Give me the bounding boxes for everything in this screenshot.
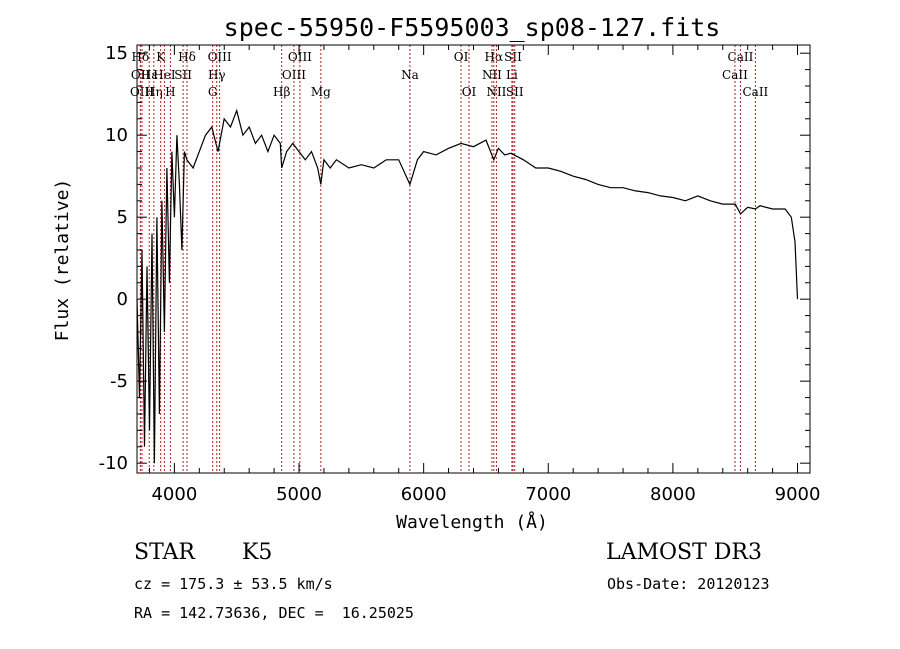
line-label-5: K <box>156 50 166 64</box>
y-tick-label-3: 5 <box>117 207 128 228</box>
line-label-27: CaII <box>722 68 748 82</box>
line-label-12: G <box>208 85 218 99</box>
line-label-9: Hδ <box>178 50 196 64</box>
line-label-26: CaII <box>728 50 754 64</box>
x-tick-label-1: 5000 <box>276 484 322 505</box>
y-tick-label-5: 15 <box>105 43 128 64</box>
line-label-11: Hγ <box>208 68 226 82</box>
obs-date: Obs-Date: 20120123 <box>607 575 770 593</box>
line-label-10: OIII <box>208 50 232 64</box>
x-axis: 4000 5000 6000 7000 8000 9000 <box>148 45 821 505</box>
line-label-28: CaII <box>742 85 768 99</box>
x-tick-label-4: 8000 <box>650 484 696 505</box>
line-label-1: OII <box>131 68 151 82</box>
line-label-23: SII <box>504 50 522 64</box>
y-axis: -10 -5 0 5 10 15 <box>99 43 810 474</box>
series-group <box>136 108 799 464</box>
series-line-flux <box>136 108 799 464</box>
line-label-25: SII <box>506 85 524 99</box>
line-label-24: Li <box>506 68 518 82</box>
line-label-17: Na <box>401 68 419 82</box>
line-label-19: OI <box>462 85 477 99</box>
line-label-4: Hη <box>145 85 163 99</box>
line-label-20: Hα <box>485 50 504 64</box>
x-axis-label: Wavelength (Å) <box>396 511 548 533</box>
y-tick-label-0: -10 <box>99 453 128 474</box>
chart-title: spec-55950-F5595003_sp08-127.fits <box>224 13 721 42</box>
redshift-readout: cz = 175.3 ± 53.5 km/s <box>134 575 333 593</box>
object-class: STAR <box>134 540 195 565</box>
y-tick-label-4: 10 <box>105 125 128 146</box>
y-tick-label-1: -5 <box>110 371 128 392</box>
y-tick-label-2: 0 <box>117 289 128 310</box>
line-label-21: NII <box>482 68 502 82</box>
x-tick-label-2: 6000 <box>401 484 447 505</box>
line-label-6: HeI <box>153 68 176 82</box>
line-label-18: OI <box>454 50 469 64</box>
x-tick-label-3: 7000 <box>525 484 571 505</box>
line-label-2: OIII <box>130 85 154 99</box>
line-label-16: Mg <box>311 85 331 99</box>
x-tick-label-0: 4000 <box>151 484 197 505</box>
plot-frame <box>136 44 811 474</box>
line-label-14: OIII <box>288 50 312 64</box>
object-subclass: K5 <box>242 540 273 565</box>
line-label-8: SII <box>174 68 192 82</box>
line-label-22: NII <box>486 85 506 99</box>
x-tick-label-5: 9000 <box>775 484 821 505</box>
survey-name: LAMOST DR3 <box>606 540 762 565</box>
line-label-7: H <box>165 85 175 99</box>
y-axis-label: Flux (relative) <box>52 179 73 342</box>
line-label-13: Hβ <box>273 85 290 99</box>
coordinates: RA = 142.73636, DEC = 16.25025 <box>134 604 414 622</box>
line-label-15: OIII <box>282 68 306 82</box>
